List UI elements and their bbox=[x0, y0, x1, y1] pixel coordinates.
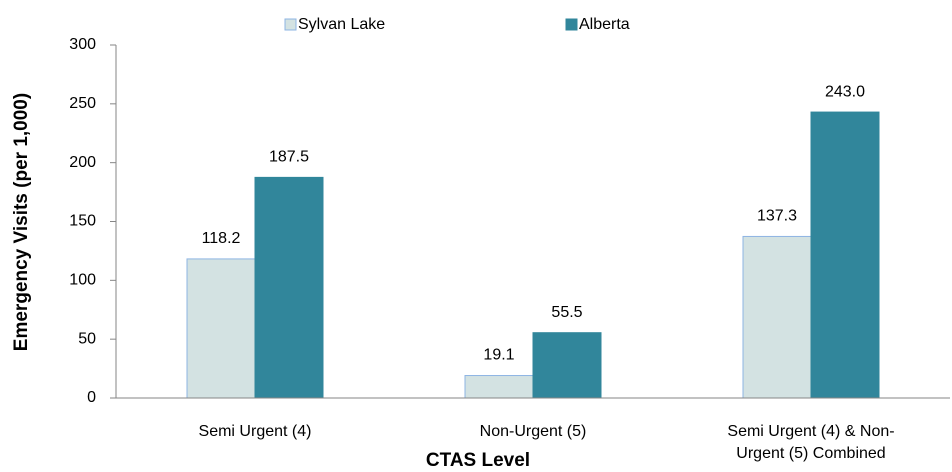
value-label: 118.2 bbox=[202, 230, 241, 247]
x-tick-label: Semi Urgent (4) bbox=[198, 423, 312, 440]
y-tick-label: 300 bbox=[69, 36, 96, 53]
x-axis-title: CTAS Level bbox=[426, 450, 530, 471]
value-label: 243.0 bbox=[825, 83, 865, 100]
legend-swatch bbox=[565, 18, 578, 31]
bar bbox=[742, 235, 812, 399]
y-tick-label: 0 bbox=[87, 389, 96, 406]
y-tick-label: 100 bbox=[69, 272, 96, 289]
legend-swatch bbox=[284, 18, 297, 31]
y-tick-label: 200 bbox=[69, 154, 96, 171]
value-label: 55.5 bbox=[551, 304, 582, 321]
legend-label: Alberta bbox=[579, 16, 630, 33]
value-label: 187.5 bbox=[269, 149, 309, 166]
y-axis-title: Emergency Visits (per 1,000) bbox=[11, 93, 32, 351]
y-tick-label: 50 bbox=[78, 330, 96, 347]
y-tick-label: 250 bbox=[69, 95, 96, 112]
bar bbox=[464, 375, 534, 399]
legend-label: Sylvan Lake bbox=[298, 16, 385, 33]
bar bbox=[186, 258, 256, 399]
bar bbox=[810, 111, 880, 399]
value-label: 19.1 bbox=[483, 347, 514, 364]
x-tick-label: Non-Urgent (5) bbox=[479, 423, 587, 440]
bar bbox=[532, 332, 602, 399]
y-tick-label: 150 bbox=[69, 213, 96, 230]
x-tick-label: Semi Urgent (4) & Non-Urgent (5) Combine… bbox=[727, 423, 895, 462]
bar bbox=[254, 176, 324, 399]
value-label: 137.3 bbox=[757, 208, 797, 225]
